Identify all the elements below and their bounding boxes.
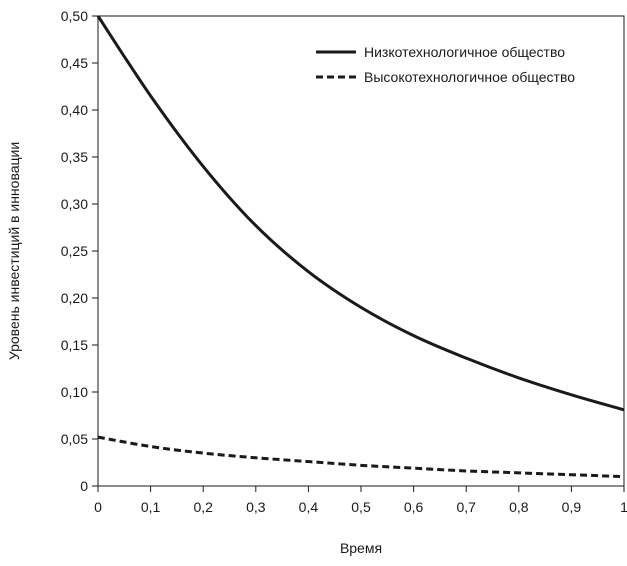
y-tick-label: 0,25 bbox=[61, 243, 88, 259]
plot-frame bbox=[97, 15, 625, 487]
legend: Низкотехнологичное общество Высокотехноло… bbox=[316, 44, 575, 85]
x-tick-label: 0,4 bbox=[299, 499, 319, 515]
axes: 00,050,100,150,200,250,300,350,400,450,5… bbox=[61, 8, 627, 515]
y-tick-label: 0,35 bbox=[61, 149, 88, 165]
y-tick-label: 0,40 bbox=[61, 102, 88, 118]
x-tick-label: 1 bbox=[620, 499, 627, 515]
series-line-high-tech bbox=[97, 435, 625, 479]
legend-label: Высокотехнологичное общество bbox=[364, 69, 575, 85]
legend-label: Низкотехнологичное общество bbox=[364, 44, 565, 60]
y-axis-title: Уровень инвестиций в инновации bbox=[6, 142, 22, 360]
x-tick-label: 0,5 bbox=[351, 499, 371, 515]
y-tick-label: 0,15 bbox=[61, 337, 88, 353]
y-tick-label: 0,50 bbox=[61, 8, 88, 24]
y-tick-label: 0,10 bbox=[61, 384, 88, 400]
series-line-low-tech bbox=[96, 15, 625, 412]
y-tick-label: 0,45 bbox=[61, 55, 88, 71]
series-lines bbox=[96, 15, 625, 479]
x-tick-label: 0,9 bbox=[562, 499, 582, 515]
y-tick-label: 0,05 bbox=[61, 431, 88, 447]
x-tick-label: 0,6 bbox=[404, 499, 424, 515]
x-axis-title: Время bbox=[340, 540, 382, 556]
y-tick-label: 0 bbox=[80, 478, 88, 494]
x-tick-label: 0,8 bbox=[509, 499, 529, 515]
y-tick-label: 0,30 bbox=[61, 196, 88, 212]
x-tick-label: 0,1 bbox=[141, 499, 161, 515]
x-tick-label: 0 bbox=[94, 499, 102, 515]
x-tick-label: 0,7 bbox=[456, 499, 476, 515]
y-tick-label: 0,20 bbox=[61, 290, 88, 306]
x-tick-label: 0,3 bbox=[246, 499, 266, 515]
x-tick-label: 0,2 bbox=[193, 499, 213, 515]
